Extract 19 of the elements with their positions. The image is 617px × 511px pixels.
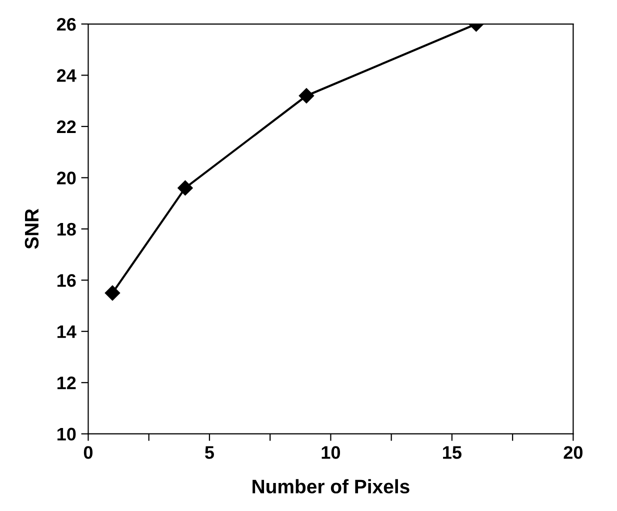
- point: [178, 180, 193, 196]
- y-tick-label: 12: [57, 376, 76, 390]
- y-tick-label: 22: [56, 120, 76, 134]
- point: [104, 285, 120, 301]
- x-tick-label: 5: [205, 446, 214, 459]
- y-tick-label: 16: [57, 274, 76, 287]
- y-tick-label: 24: [56, 69, 76, 82]
- x-tick-label: 0: [84, 446, 93, 459]
- x-axis-title: Number of Pixels: [252, 479, 410, 494]
- y-tick-label: 20: [56, 172, 76, 184]
- x-tick-label: 15: [443, 446, 462, 459]
- y-tick-label: 18: [57, 222, 76, 236]
- y-tick-label: 26: [56, 18, 76, 31]
- y-tick-label: 10: [57, 428, 76, 441]
- x-tick-label: 10: [322, 446, 340, 459]
- y-axis-title: SNR: [24, 208, 39, 249]
- x-tick-label: 20: [564, 446, 582, 459]
- y-tick-label: 14: [57, 326, 76, 338]
- point: [298, 88, 314, 104]
